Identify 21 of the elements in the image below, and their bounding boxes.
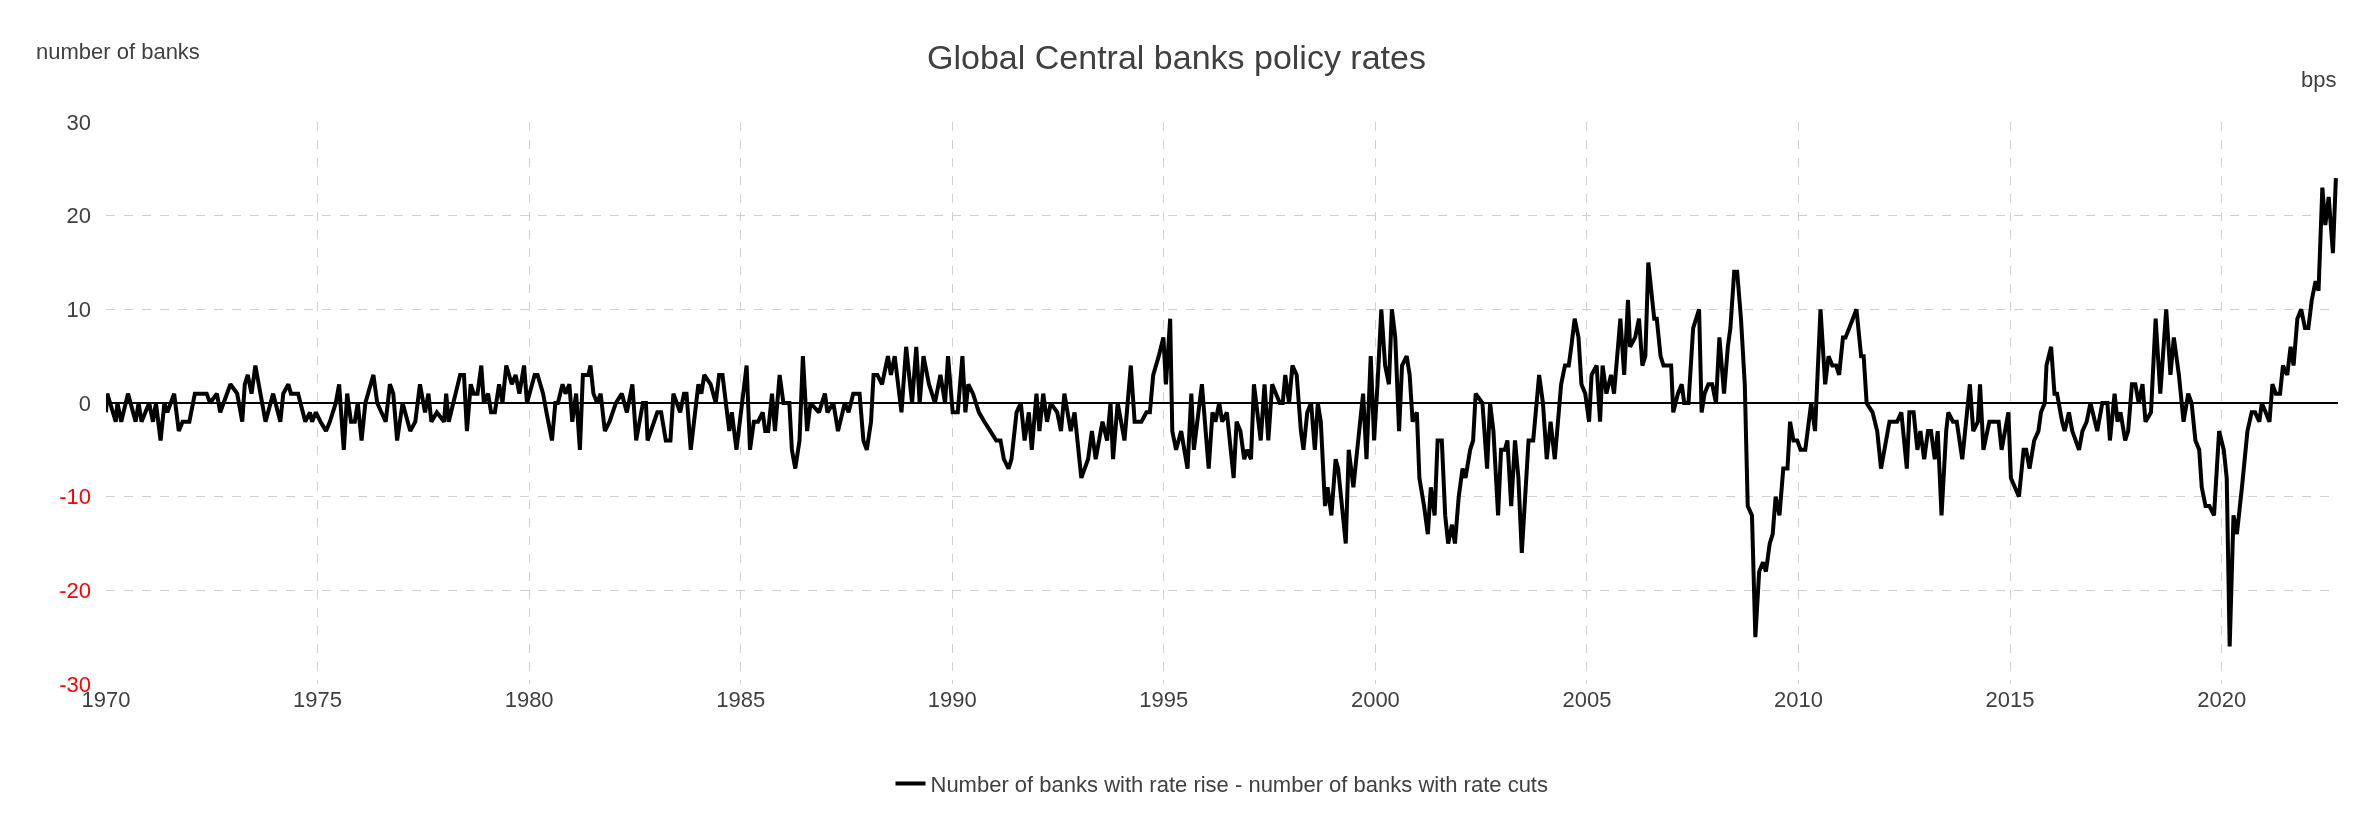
- line-series: [106, 176, 2338, 649]
- x-tick-label: 2010: [1774, 687, 1823, 712]
- y-tick-label: 0: [78, 390, 91, 416]
- y-tick-label: 20: [66, 203, 91, 229]
- y-tick-label: -20: [59, 578, 91, 604]
- y-tick-label: 30: [66, 109, 91, 135]
- x-tick-label: 1985: [716, 687, 766, 712]
- y-axis-title: number of banks: [36, 39, 200, 64]
- x-tick-label: 1990: [927, 687, 977, 712]
- x-tick-label: 1975: [293, 687, 343, 712]
- x-tick-label: 2005: [1562, 687, 1612, 712]
- x-tick-label: 1995: [1139, 687, 1189, 712]
- y-tick-label: -10: [59, 484, 91, 510]
- y-tick-label: 10: [66, 297, 91, 323]
- x-tick-label: 2015: [1985, 687, 2035, 712]
- x-tick-label: 1980: [504, 687, 554, 712]
- x-tick-label: 2020: [2197, 687, 2247, 712]
- y2-axis-title: bps: [2301, 67, 2337, 92]
- x-tick-label: 2000: [1350, 687, 1400, 712]
- chart-title: Global Central banks policy rates: [927, 38, 1426, 77]
- legend-label: Number of banks with rate rise - number of banks with rate cuts: [930, 772, 1548, 798]
